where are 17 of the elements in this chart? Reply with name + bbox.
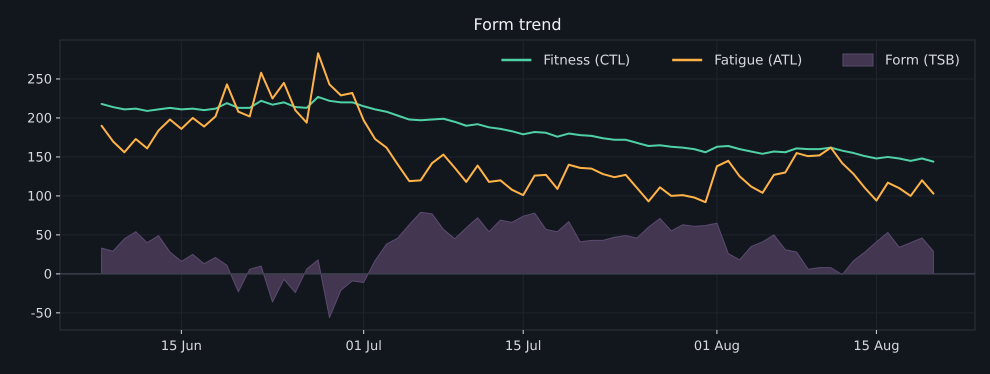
line-series bbox=[100, 96, 934, 163]
x-tick-label: 01 Aug bbox=[694, 339, 740, 354]
legend-label: Form (TSB) bbox=[885, 52, 960, 69]
y-tick-label: 250 bbox=[27, 72, 52, 88]
legend-label: Fitness (CTL) bbox=[543, 52, 630, 69]
x-tick-label: 15 Jun bbox=[160, 339, 202, 354]
x-tick-label: 01 Jul bbox=[345, 339, 382, 354]
legend-label: Fatigue (ATL) bbox=[714, 52, 802, 69]
y-tick-label: 0 bbox=[44, 267, 52, 282]
x-tick-label: 15 Jul bbox=[505, 339, 542, 354]
y-tick-label: -50 bbox=[30, 306, 52, 322]
x-tick-label: 15 Aug bbox=[853, 339, 900, 354]
y-tick-label: 150 bbox=[27, 150, 52, 166]
y-tick-label: 100 bbox=[27, 189, 52, 204]
y-tick-label: 50 bbox=[35, 228, 52, 244]
chart-title: Form trend bbox=[473, 15, 562, 34]
y-tick-label: 200 bbox=[27, 112, 52, 127]
